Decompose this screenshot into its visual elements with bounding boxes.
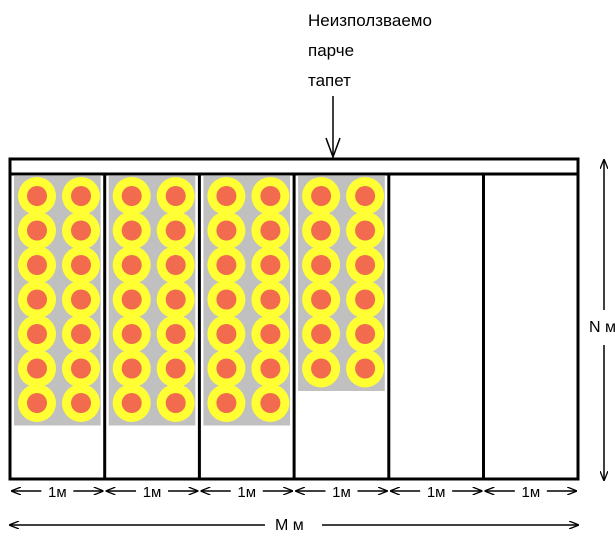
pattern-dot	[18, 280, 56, 319]
pattern-dot	[346, 280, 385, 319]
pattern-dot	[302, 349, 341, 388]
pattern-dot	[346, 315, 385, 353]
pattern-dot	[207, 384, 246, 422]
pattern-dot	[18, 384, 56, 422]
pattern-dot	[18, 349, 56, 388]
pattern-dot	[251, 384, 290, 422]
pattern-dot	[302, 177, 341, 215]
pattern-dot	[112, 177, 151, 215]
pattern-dot	[302, 246, 341, 284]
pattern-dot	[156, 384, 195, 422]
pattern-dot	[156, 349, 195, 388]
unused-top-band	[8, 157, 580, 176]
strip-width-label: 1м	[332, 484, 351, 501]
pattern-dot	[251, 211, 290, 250]
callout-arrow	[325, 96, 341, 160]
pattern-dot	[112, 315, 151, 353]
pattern-dot	[251, 177, 290, 215]
pattern-dot	[112, 211, 151, 250]
wallpaper-strips	[14, 174, 485, 479]
pattern-dot	[346, 349, 385, 388]
wallpaper-strip-1	[14, 176, 101, 426]
strip-width-label: 1м	[48, 484, 67, 501]
pattern-dot	[156, 177, 195, 215]
pattern-dot	[251, 280, 290, 319]
pattern-dot	[207, 280, 246, 319]
pattern-dot	[62, 384, 100, 422]
pattern-dot	[18, 211, 56, 250]
pattern-dot	[156, 246, 195, 284]
pattern-dot	[112, 349, 151, 388]
pattern-dot	[346, 177, 385, 215]
pattern-dot	[112, 246, 151, 284]
pattern-dot	[156, 211, 195, 250]
wallpaper-strip-3	[203, 176, 291, 426]
pattern-dot	[207, 177, 246, 215]
pattern-dot	[62, 246, 100, 284]
wallpaper-strip-4	[298, 176, 385, 391]
pattern-dot	[251, 349, 290, 388]
pattern-dot	[112, 280, 151, 319]
pattern-dot	[207, 246, 246, 284]
pattern-dot	[302, 211, 341, 250]
pattern-dot	[346, 246, 385, 284]
pattern-dot	[156, 315, 195, 353]
strip-width-label: 1м	[427, 484, 446, 501]
pattern-dot	[18, 315, 56, 353]
height-label: N м	[589, 319, 615, 336]
pattern-dot	[62, 211, 100, 250]
pattern-dot	[207, 211, 246, 250]
pattern-dot	[207, 349, 246, 388]
callout-line-1: Неизползваемо	[308, 11, 432, 30]
callout-line-3: тапет	[308, 71, 351, 90]
pattern-dot	[251, 246, 290, 284]
strip-width-label: 1м	[237, 484, 256, 501]
callout-line-2: парче	[308, 41, 354, 60]
total-width-label: M м	[275, 517, 304, 534]
pattern-dot	[346, 211, 385, 250]
pattern-dot	[62, 315, 100, 353]
strip-width-dimensions: 1м 1м 1м 1м 1м 1м	[12, 484, 576, 501]
wallpaper-strip-2	[108, 176, 196, 426]
pattern-dot	[62, 280, 100, 319]
pattern-dot	[112, 384, 151, 422]
strip-width-label: 1м	[522, 484, 541, 501]
pattern-dot	[18, 246, 56, 284]
pattern-dot	[251, 315, 290, 353]
pattern-dot	[302, 280, 341, 319]
pattern-dot	[18, 177, 56, 215]
pattern-dot	[302, 315, 341, 353]
pattern-dot	[62, 349, 100, 388]
strip-width-label: 1м	[143, 484, 162, 501]
pattern-dot	[156, 280, 195, 319]
pattern-dot	[207, 315, 246, 353]
pattern-dot	[62, 177, 100, 215]
